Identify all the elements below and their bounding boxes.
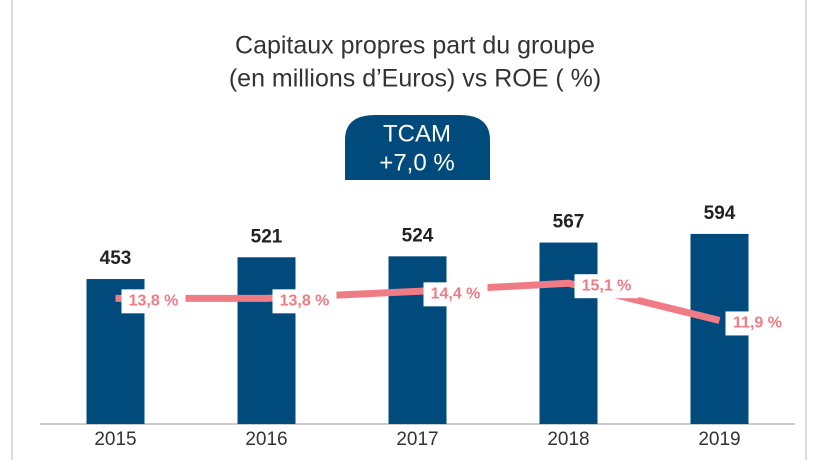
bar (539, 242, 598, 424)
line-value-label: 13,8 % (280, 293, 330, 310)
line-value-label: 15,1 % (582, 277, 632, 294)
bar-value-label: 453 (100, 248, 132, 269)
badge-text: +7,0 % (379, 149, 454, 176)
value-label-box (272, 289, 337, 314)
bar-value-label: 594 (704, 203, 736, 224)
chart-subtitle: (en millions d’Euros) vs ROE ( %) (229, 65, 601, 93)
x-tick-label: 2019 (698, 429, 740, 450)
x-tick-label: 2018 (547, 429, 589, 450)
bar (388, 256, 447, 424)
line-value-label: 14,4 % (431, 286, 481, 303)
bar (237, 257, 296, 424)
chart-title: Capitaux propres part du groupe (235, 32, 595, 60)
x-tick-label: 2015 (94, 429, 136, 450)
badge-title: TCAM (383, 120, 451, 147)
bar-value-label: 521 (251, 226, 283, 247)
value-label-box (121, 289, 186, 314)
x-tick-label: 2016 (245, 429, 287, 450)
bar-value-label: 524 (402, 225, 434, 246)
line-value-label: 13,8 % (129, 293, 179, 310)
value-label-box (423, 282, 488, 307)
line-value-label: 11,9 % (733, 315, 782, 332)
bar-value-label: 567 (553, 212, 585, 233)
badge (345, 115, 490, 180)
x-tick-label: 2017 (396, 429, 438, 450)
value-label-box (574, 274, 639, 299)
value-label-box (725, 311, 790, 336)
